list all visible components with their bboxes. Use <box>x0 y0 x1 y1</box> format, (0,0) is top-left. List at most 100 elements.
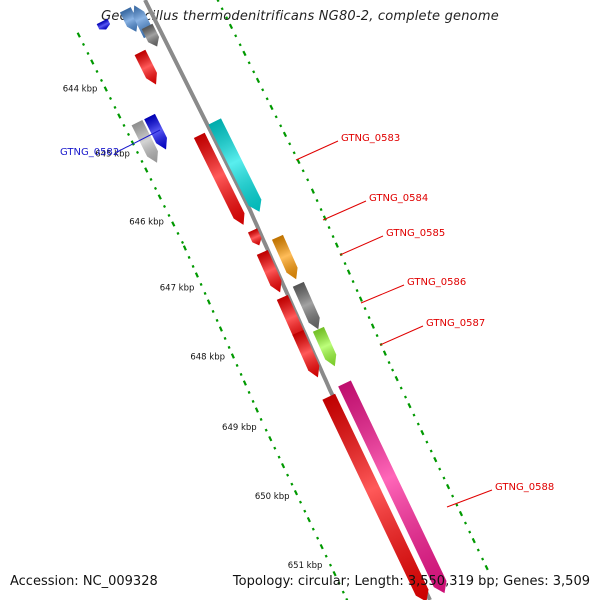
gene-arrow-shade <box>141 23 159 47</box>
gene-feature <box>312 326 337 367</box>
scale-label: 649 kbp <box>222 423 257 433</box>
gc-mark <box>442 476 446 480</box>
gc-mark <box>332 570 337 577</box>
gene-arrow-shade <box>322 393 429 600</box>
gene-arrow-shade <box>271 234 298 280</box>
gc-mark <box>471 537 476 544</box>
gene-label-g0586: GTNG_0586 <box>407 277 466 288</box>
gc-mark <box>140 159 144 164</box>
gc-mark <box>403 395 407 399</box>
gc-mark <box>95 69 99 74</box>
gc-mark <box>324 554 328 558</box>
gc-mark <box>180 240 185 245</box>
gene-arrow-shade <box>96 18 111 30</box>
gc-mark <box>182 245 187 251</box>
gc-mark <box>455 503 459 507</box>
gene-arrow-shade <box>292 329 320 378</box>
gc-mark <box>310 188 315 194</box>
gc-mark <box>282 131 288 138</box>
gc-mark <box>279 124 283 128</box>
gc-mark <box>328 563 332 567</box>
genome-summary-text: Topology: circular; Length: 3,550,319 bp… <box>232 574 590 589</box>
gc-mark <box>394 375 399 382</box>
gc-mark <box>433 456 438 463</box>
gc-mark <box>399 386 403 390</box>
gc-mark <box>346 269 351 275</box>
gc-mark <box>227 345 231 350</box>
gc-mark <box>286 473 290 477</box>
gene-arrow-shade <box>119 7 138 32</box>
gc-mark <box>223 336 227 341</box>
gc-mark <box>429 449 433 453</box>
gc-mark <box>86 51 90 56</box>
gene-feature <box>141 23 159 47</box>
gc-mark <box>370 323 375 329</box>
scale-label: 651 kbp <box>288 561 323 571</box>
gc-mark <box>218 326 223 332</box>
gc-mark <box>99 78 104 83</box>
gene-feature <box>208 118 262 212</box>
gene-label-g0587: GTNG_0587 <box>426 318 485 329</box>
gene-arrow-shade <box>134 49 157 85</box>
gc-mark <box>215 0 220 3</box>
gc-mark <box>81 42 86 47</box>
feature-track <box>96 5 447 600</box>
gc-mark <box>252 70 256 74</box>
gc-mark <box>242 380 247 386</box>
gene-arrow-shade <box>247 228 262 246</box>
gene-leader-line <box>322 200 367 221</box>
scale-label: 648 kbp <box>190 353 225 363</box>
gc-mark <box>468 530 472 534</box>
gc-mark <box>220 7 224 11</box>
gc-mark <box>176 231 180 236</box>
gc-mark <box>316 536 320 540</box>
gc-mark <box>211 309 215 314</box>
gc-mark <box>122 123 126 128</box>
gc-mark <box>259 417 263 422</box>
gc-mark <box>167 213 171 218</box>
gc-mark <box>420 429 425 436</box>
gc-mark <box>315 199 319 203</box>
gene-arrow-shade <box>276 294 304 343</box>
gc-mark <box>239 372 243 377</box>
gene-feature <box>134 49 157 85</box>
gc-mark <box>319 543 324 550</box>
gc-mark <box>274 115 278 119</box>
gc-mark <box>191 264 195 269</box>
gc-mark <box>153 186 158 191</box>
gene-leader-line <box>379 325 424 346</box>
gc-mark <box>363 307 367 311</box>
gc-mark <box>199 282 203 287</box>
gene-arrow-shade <box>256 249 282 293</box>
gene-feature <box>256 249 282 293</box>
gc-mark <box>311 527 315 531</box>
gene-arrow-shade <box>144 113 167 150</box>
gc-mark <box>117 113 122 119</box>
gene-leader-line <box>116 129 161 153</box>
gc-mark <box>264 428 268 432</box>
gc-mark <box>255 77 261 84</box>
gc-mark <box>235 363 239 368</box>
gene-feature <box>247 228 262 246</box>
gc-mark <box>149 177 153 182</box>
gc-mark <box>90 59 95 65</box>
map-title: Geobacillus thermodenitrificans NG80-2, … <box>101 9 499 24</box>
gc-mark <box>375 334 379 338</box>
gene-arrow-shade <box>312 326 337 367</box>
gc-mark <box>130 140 135 146</box>
gc-mark <box>290 482 294 486</box>
gc-mark <box>438 467 442 471</box>
gene-leader-line <box>360 284 405 304</box>
gc-mark <box>273 446 277 450</box>
gc-mark <box>327 226 331 230</box>
gc-mark <box>234 34 238 38</box>
accession-text: Accession: NC_009328 <box>10 574 158 589</box>
gene-arrow-shade <box>292 281 320 330</box>
gc-mark <box>103 86 108 92</box>
gc-mark <box>126 132 131 137</box>
gc-mark <box>337 581 341 585</box>
gene-arrow-shade <box>193 132 245 225</box>
gene-feature <box>276 294 304 343</box>
scale-label: 644 kbp <box>63 85 98 95</box>
